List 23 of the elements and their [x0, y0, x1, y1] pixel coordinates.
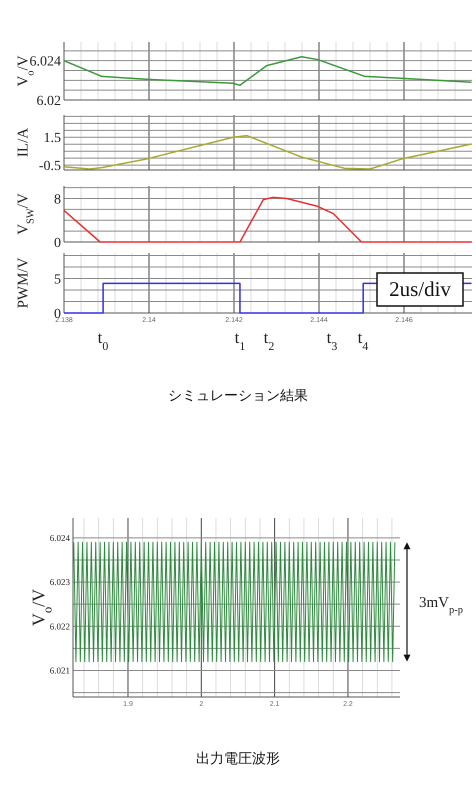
y-tick-label: 6.021 [50, 666, 70, 676]
text: t$_{3}$ [326, 328, 338, 353]
y-axis-title: IL/A [15, 128, 32, 158]
text: t$_{0}$ [98, 328, 108, 353]
y-tick-label: 6.022 [50, 621, 70, 632]
y-tick-label: 1.5 [44, 131, 61, 146]
y-tick-label: 6.024 [30, 54, 61, 70]
text: t$_{1}$ [234, 328, 246, 353]
y-tick-label: 0 [54, 236, 61, 251]
y-tick-label: 8 [54, 192, 61, 208]
y-axis-title: PWM/V [15, 257, 32, 308]
y-tick-label: -0.5 [38, 159, 61, 174]
annotation: 2us/div [389, 277, 452, 301]
text: 3mV$_{p-p}$ [419, 595, 463, 616]
text: シミュレーション結果 [168, 388, 308, 404]
text: t$_{4}$ [358, 328, 368, 353]
line-series [63, 56, 472, 86]
y-tick-label: 5 [54, 272, 61, 288]
text: t$_{2}$ [264, 328, 274, 353]
y-tick-label: 6.02 [36, 94, 61, 109]
text: 出力電圧波形 [196, 751, 280, 767]
y-tick-label: 6.024 [50, 533, 70, 544]
y-tick-label: 6.023 [50, 577, 70, 588]
